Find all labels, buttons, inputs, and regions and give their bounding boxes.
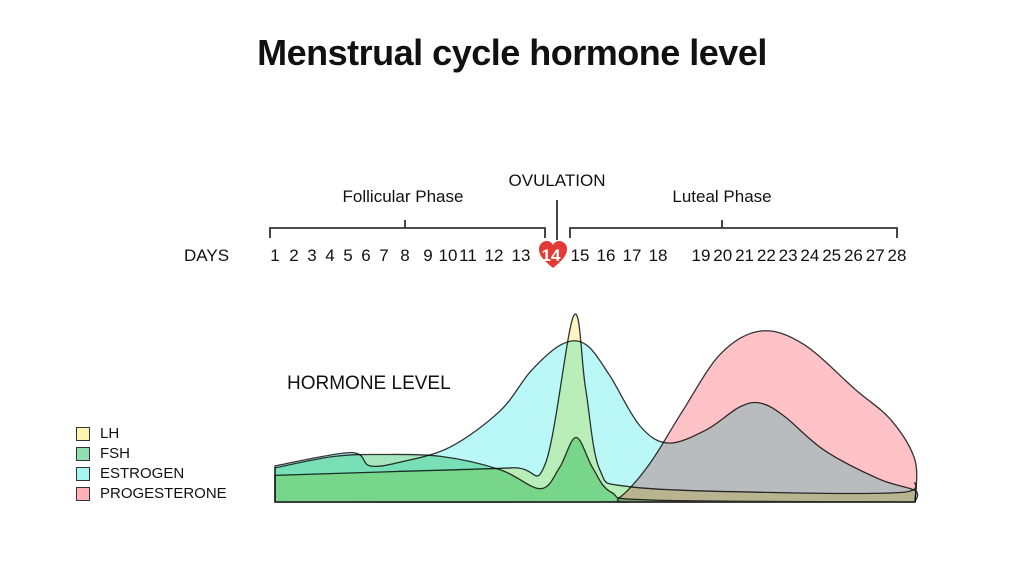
y-axis-label: HORMONE LEVEL	[287, 373, 451, 394]
days-label: DAYS	[184, 246, 230, 265]
day-tick-16: 16	[596, 246, 616, 265]
day-tick-9: 9	[423, 246, 433, 265]
day-tick-11: 11	[459, 246, 477, 265]
day-tick-6: 6	[361, 246, 371, 265]
day-tick-28: 28	[887, 246, 907, 265]
day-tick-13: 13	[511, 246, 531, 265]
ovulation-label: OVULATION	[508, 171, 606, 190]
day-tick-20: 20	[713, 246, 733, 265]
ovulation-heart-icon	[539, 241, 567, 268]
legend-item-progesterone: PROGESTERONE	[76, 485, 227, 502]
day-tick-5: 5	[343, 246, 353, 265]
day-tick-3: 3	[307, 246, 317, 265]
legend-swatch	[76, 426, 90, 441]
day-tick-23: 23	[778, 246, 798, 265]
luteal-bracket	[569, 220, 898, 238]
day-tick-22: 22	[756, 246, 776, 265]
day-tick-7: 7	[379, 246, 389, 265]
day-tick-27: 27	[865, 246, 885, 265]
day-tick-21: 21	[735, 246, 755, 265]
day-tick-18: 18	[648, 246, 668, 265]
day-tick-26: 26	[843, 246, 863, 265]
legend-swatch	[76, 486, 90, 501]
day-tick-2: 2	[289, 246, 299, 265]
day-tick-14: 14	[541, 246, 561, 265]
day-tick-4: 4	[325, 246, 335, 265]
legend-label: ESTROGEN	[100, 465, 185, 482]
luteal-phase-label: Luteal Phase	[672, 187, 772, 206]
legend-swatch	[76, 446, 90, 461]
legend-label: PROGESTERONE	[100, 485, 227, 502]
day-tick-15: 15	[570, 246, 590, 265]
legend-label: LH	[100, 425, 120, 442]
day-tick-12: 12	[484, 246, 504, 265]
day-ticks: 1 2 3 4 5 6 7 8 9 10 11 12 13 14 15 16 17 18 19 20 21 22 23 24 2…	[0, 246, 1024, 270]
day-tick-24: 24	[800, 246, 820, 265]
series-fsh-area	[274, 436, 916, 503]
legend-item-fsh: FSH	[76, 445, 130, 462]
series-layer	[274, 313, 919, 503]
legend-item-estrogen: ESTROGEN	[76, 465, 184, 482]
chart-title: Menstrual cycle hormone level	[257, 32, 767, 73]
follicular-phase-label: Follicular Phase	[342, 187, 464, 206]
day-tick-17: 17	[622, 246, 642, 265]
legend-swatch	[76, 466, 90, 481]
day-tick-1: 1	[270, 246, 280, 265]
day-tick-8: 8	[400, 246, 410, 265]
day-tick-25: 25	[822, 246, 842, 265]
day-tick-10: 10	[438, 246, 458, 265]
legend-item-lh: LH	[76, 425, 119, 442]
legend-label: FSH	[100, 445, 130, 462]
follicular-bracket	[269, 220, 546, 238]
day-tick-19: 19	[691, 246, 711, 265]
